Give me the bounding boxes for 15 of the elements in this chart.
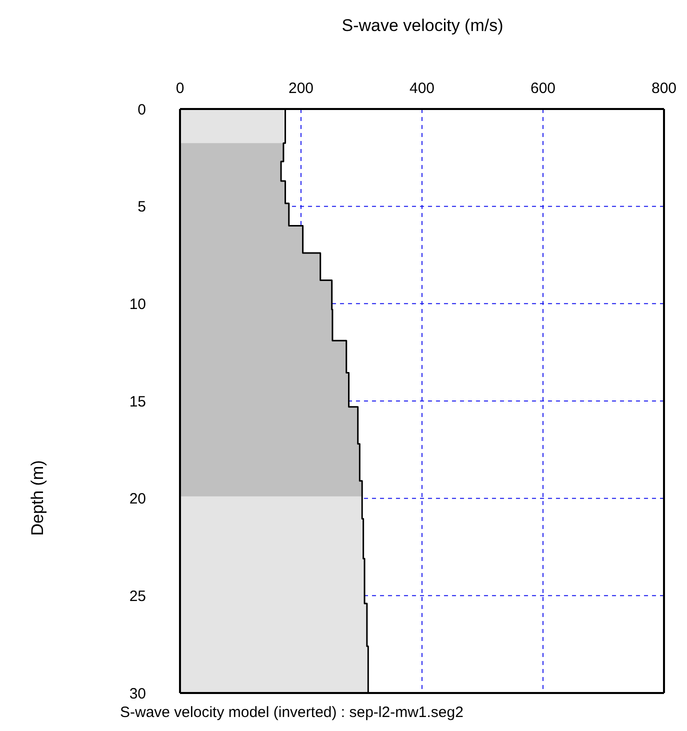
y-tick-label: 20 <box>129 490 146 508</box>
y-axis-title: Depth (m) <box>28 460 48 536</box>
text: S-wave velocity model (inverted) : sep-l2-mw1.seg2 <box>120 704 464 721</box>
x-tick-label: 400 <box>409 80 435 97</box>
y-tick-label: 5 <box>138 198 146 216</box>
y-tick-label: 0 <box>138 101 146 118</box>
x-tick-label: 200 <box>288 80 314 97</box>
x-tick-label: 800 <box>651 80 677 97</box>
y-tick-label: 30 <box>129 685 146 702</box>
y-tick-label: 25 <box>129 588 146 605</box>
y-tick-label: 15 <box>129 393 146 410</box>
x-tick-label: 600 <box>530 80 556 97</box>
x-tick-label: 0 <box>176 80 184 97</box>
y-tick-label: 10 <box>129 296 146 313</box>
x-axis-title: S-wave velocity (m/s) <box>340 16 504 36</box>
